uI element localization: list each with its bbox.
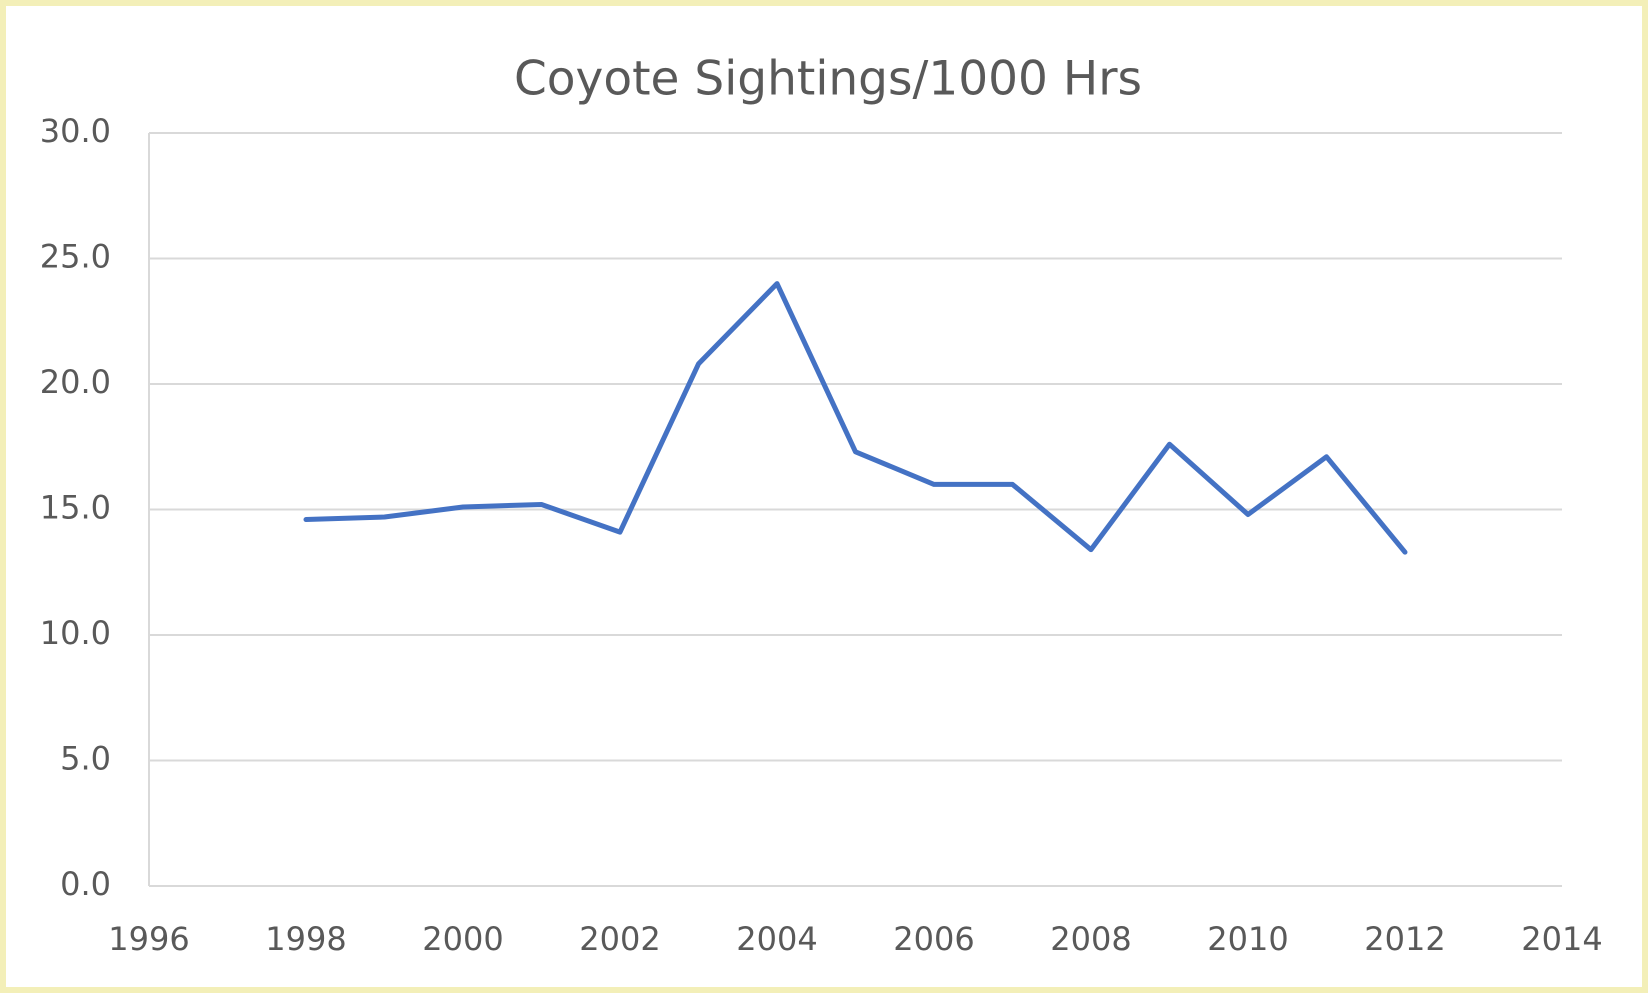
x-tick-label: 1996 xyxy=(108,920,189,958)
y-tick-label: 25.0 xyxy=(40,238,111,276)
y-tick-label: 0.0 xyxy=(60,865,111,903)
x-tick-label: 1998 xyxy=(265,920,346,958)
x-tick-label: 2000 xyxy=(422,920,503,958)
x-tick-label: 2012 xyxy=(1364,920,1445,958)
x-tick-label: 2002 xyxy=(579,920,660,958)
chart-title: Coyote Sightings/1000 Hrs xyxy=(514,52,1142,107)
x-tick-label: 2008 xyxy=(1050,920,1131,958)
x-tick-label: 2004 xyxy=(736,920,817,958)
x-tick-label: 2014 xyxy=(1521,920,1602,958)
data-line xyxy=(303,281,1408,555)
y-tick-label: 5.0 xyxy=(60,740,111,778)
x-tick-label: 2010 xyxy=(1207,920,1288,958)
y-tick-label: 20.0 xyxy=(40,363,111,401)
x-tick-label: 2006 xyxy=(893,920,974,958)
y-tick-label: 10.0 xyxy=(40,614,111,652)
y-tick-label: 15.0 xyxy=(40,489,111,527)
y-tick-label: 30.0 xyxy=(40,112,111,150)
